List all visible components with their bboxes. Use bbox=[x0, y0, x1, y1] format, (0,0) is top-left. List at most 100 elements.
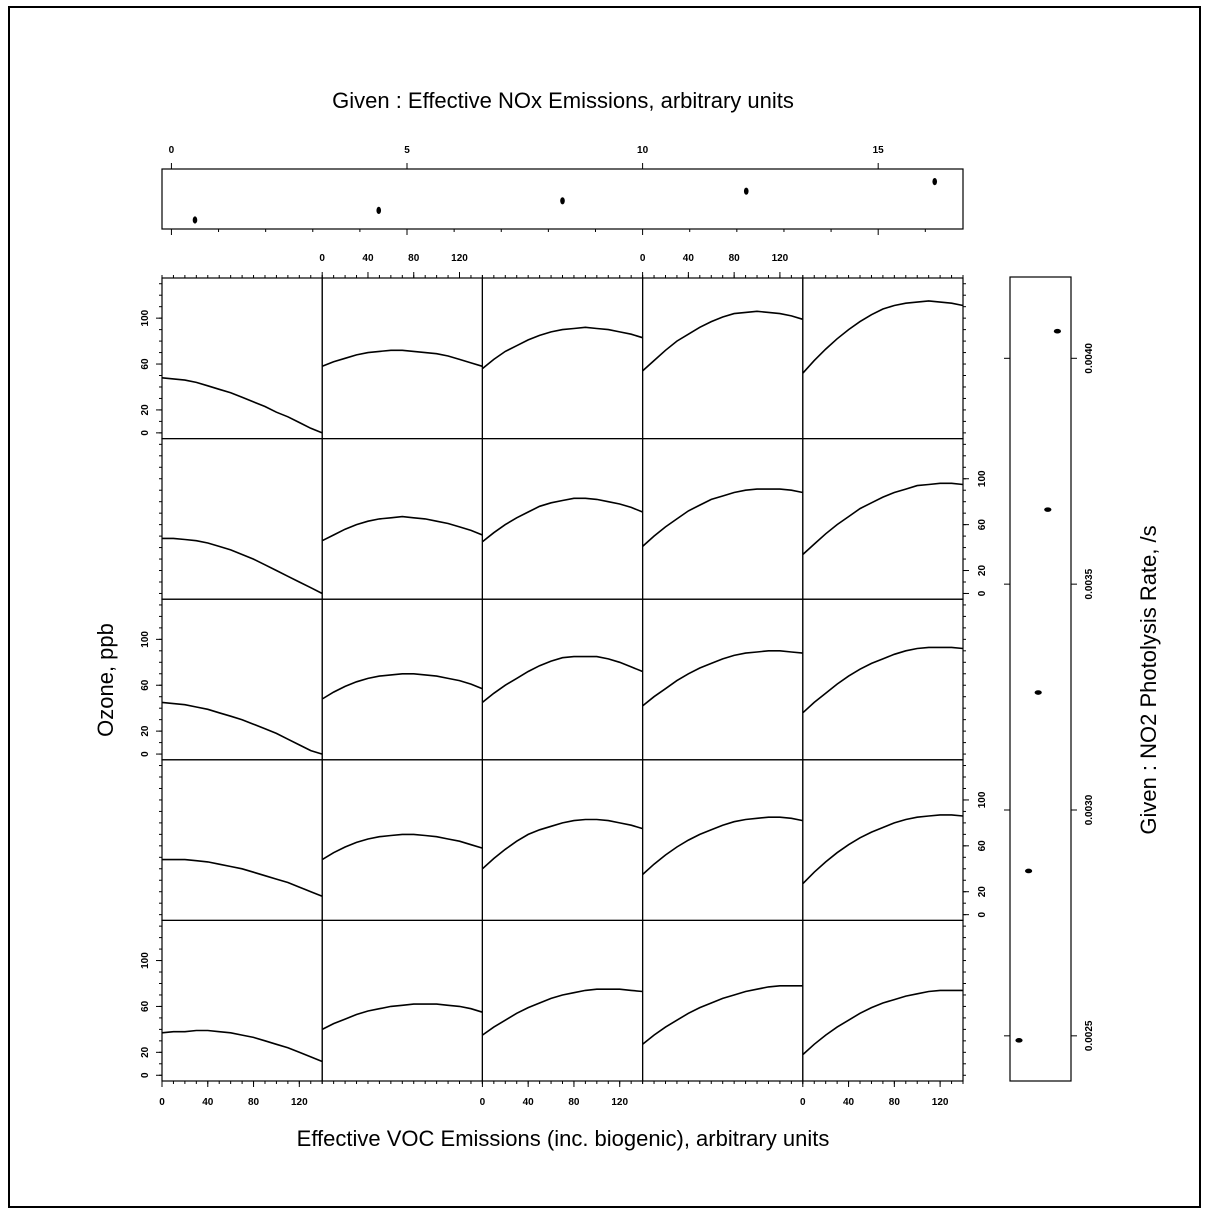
given-right-panel: 0.0025 0.0030 0.0035 0.0040 bbox=[1004, 276, 1095, 1082]
given-top-tick-label: 5 bbox=[404, 145, 410, 156]
given-right-point bbox=[1015, 1038, 1023, 1043]
panel-frame bbox=[161, 277, 323, 440]
loess-curve bbox=[642, 984, 803, 1045]
x-tick-label: 120 bbox=[772, 253, 789, 264]
y-tick-label: 100 bbox=[977, 470, 988, 487]
loess-curve bbox=[321, 1003, 483, 1031]
x-tick-label: 80 bbox=[248, 1097, 260, 1108]
panel-frame bbox=[802, 759, 964, 921]
x-tick-label: 0 bbox=[640, 253, 646, 264]
x-tick-label: 120 bbox=[451, 253, 468, 264]
y-tick-label: 60 bbox=[140, 679, 151, 691]
y-tick-label: 100 bbox=[140, 631, 151, 648]
y-tick-label: 60 bbox=[977, 840, 988, 852]
loess-curve bbox=[161, 701, 323, 755]
panel-frame bbox=[641, 919, 804, 1082]
loess-curve bbox=[481, 818, 643, 870]
x-tick-label: 40 bbox=[683, 253, 695, 264]
loess-curve bbox=[802, 482, 964, 556]
loess-curve bbox=[481, 988, 643, 1036]
x-tick-label: 0 bbox=[319, 253, 325, 264]
y-tick-label: 0 bbox=[140, 430, 151, 436]
given-right-point bbox=[1025, 868, 1033, 874]
panel-frame bbox=[802, 598, 964, 761]
loess-curve bbox=[642, 310, 804, 372]
given-right-tick-label: 0.0040 bbox=[1084, 343, 1095, 374]
given-top-tick-label: 15 bbox=[873, 145, 885, 156]
loess-curve bbox=[802, 989, 963, 1056]
x-tick-label: 0 bbox=[800, 1097, 806, 1108]
y-tick-label: 20 bbox=[977, 565, 988, 577]
given-right-tick-label: 0.0030 bbox=[1084, 794, 1095, 825]
given-top-panel: 0 5 10 15 bbox=[161, 145, 964, 235]
x-tick-label: 80 bbox=[889, 1097, 901, 1108]
y-tick-label: 0 bbox=[140, 1072, 151, 1078]
x-tick-label: 80 bbox=[408, 253, 420, 264]
loess-curve bbox=[162, 858, 323, 898]
x-tick-label: 0 bbox=[480, 1097, 486, 1108]
given-right-tick-label: 0.0035 bbox=[1084, 568, 1095, 599]
y-axis-title: Ozone, ppb bbox=[93, 623, 118, 737]
loess-curve bbox=[321, 349, 483, 368]
y-tick-label: 20 bbox=[140, 1046, 151, 1058]
panel-frame bbox=[321, 759, 484, 921]
loess-curve bbox=[321, 672, 483, 700]
given-top-tick-label: 10 bbox=[637, 145, 649, 156]
x-tick-label: 40 bbox=[523, 1097, 535, 1108]
y-tick-label: 0 bbox=[140, 751, 151, 757]
x-tick-label: 120 bbox=[932, 1097, 949, 1108]
panel-frame bbox=[641, 759, 804, 921]
panel-frame bbox=[481, 438, 644, 600]
loess-curve bbox=[161, 377, 323, 434]
given-top-point bbox=[743, 187, 749, 195]
x-axis-title: Effective VOC Emissions (inc. biogenic),… bbox=[297, 1126, 830, 1151]
given-top-point bbox=[560, 197, 565, 205]
dependence-panels: 0 40 80 120 0 40 80 120 0 40 80 120 0 40 80 120 0 40 80 120… bbox=[140, 253, 988, 1108]
y-tick-label: 60 bbox=[140, 1000, 151, 1012]
x-tick-label: 40 bbox=[843, 1097, 855, 1108]
loess-curve bbox=[802, 814, 964, 885]
loess-curve bbox=[161, 1029, 323, 1063]
panel-frame bbox=[321, 598, 484, 761]
y-tick-label: 60 bbox=[140, 358, 151, 370]
x-tick-label: 80 bbox=[729, 253, 741, 264]
y-tick-label: 60 bbox=[977, 519, 988, 531]
loess-curve bbox=[642, 649, 803, 707]
y-tick-label: 20 bbox=[140, 725, 151, 737]
y-tick-label: 0 bbox=[977, 911, 988, 917]
y-tick-label: 100 bbox=[140, 309, 151, 326]
panel-frame bbox=[481, 919, 644, 1082]
loess-curve bbox=[642, 488, 803, 547]
panel-frame bbox=[641, 598, 804, 761]
figure-frame bbox=[8, 6, 1201, 1208]
x-tick-label: 0 bbox=[159, 1097, 165, 1108]
panel-frame bbox=[481, 759, 644, 921]
x-tick-label: 120 bbox=[611, 1097, 628, 1108]
loess-curve bbox=[481, 655, 643, 704]
panel-frame bbox=[161, 438, 323, 600]
given-top-tick-label: 0 bbox=[169, 145, 175, 156]
panel-frame bbox=[641, 438, 804, 600]
panel-frame bbox=[802, 438, 964, 600]
panel-frame bbox=[161, 759, 323, 921]
panel-frame bbox=[802, 919, 964, 1082]
loess-curve bbox=[481, 326, 643, 370]
loess-curve bbox=[642, 816, 803, 876]
given-top-point bbox=[376, 206, 382, 214]
given-top-title: Given : Effective NOx Emissions, arbitra… bbox=[332, 88, 794, 113]
panel-frame bbox=[321, 919, 484, 1082]
given-right-title: Given : NO2 Photolysis Rate, /s bbox=[1136, 525, 1161, 834]
y-tick-label: 100 bbox=[140, 952, 151, 969]
given-right-point bbox=[1053, 328, 1061, 334]
loess-curve bbox=[321, 833, 483, 861]
panel-frame bbox=[481, 598, 644, 761]
given-right-frame bbox=[1009, 276, 1072, 1082]
loess-curve bbox=[802, 300, 964, 374]
given-right-point bbox=[1044, 507, 1052, 512]
y-tick-label: 20 bbox=[140, 404, 151, 416]
panel-frame bbox=[161, 598, 323, 761]
x-tick-label: 80 bbox=[568, 1097, 580, 1108]
loess-curve bbox=[162, 537, 323, 595]
given-top-point bbox=[192, 216, 198, 224]
